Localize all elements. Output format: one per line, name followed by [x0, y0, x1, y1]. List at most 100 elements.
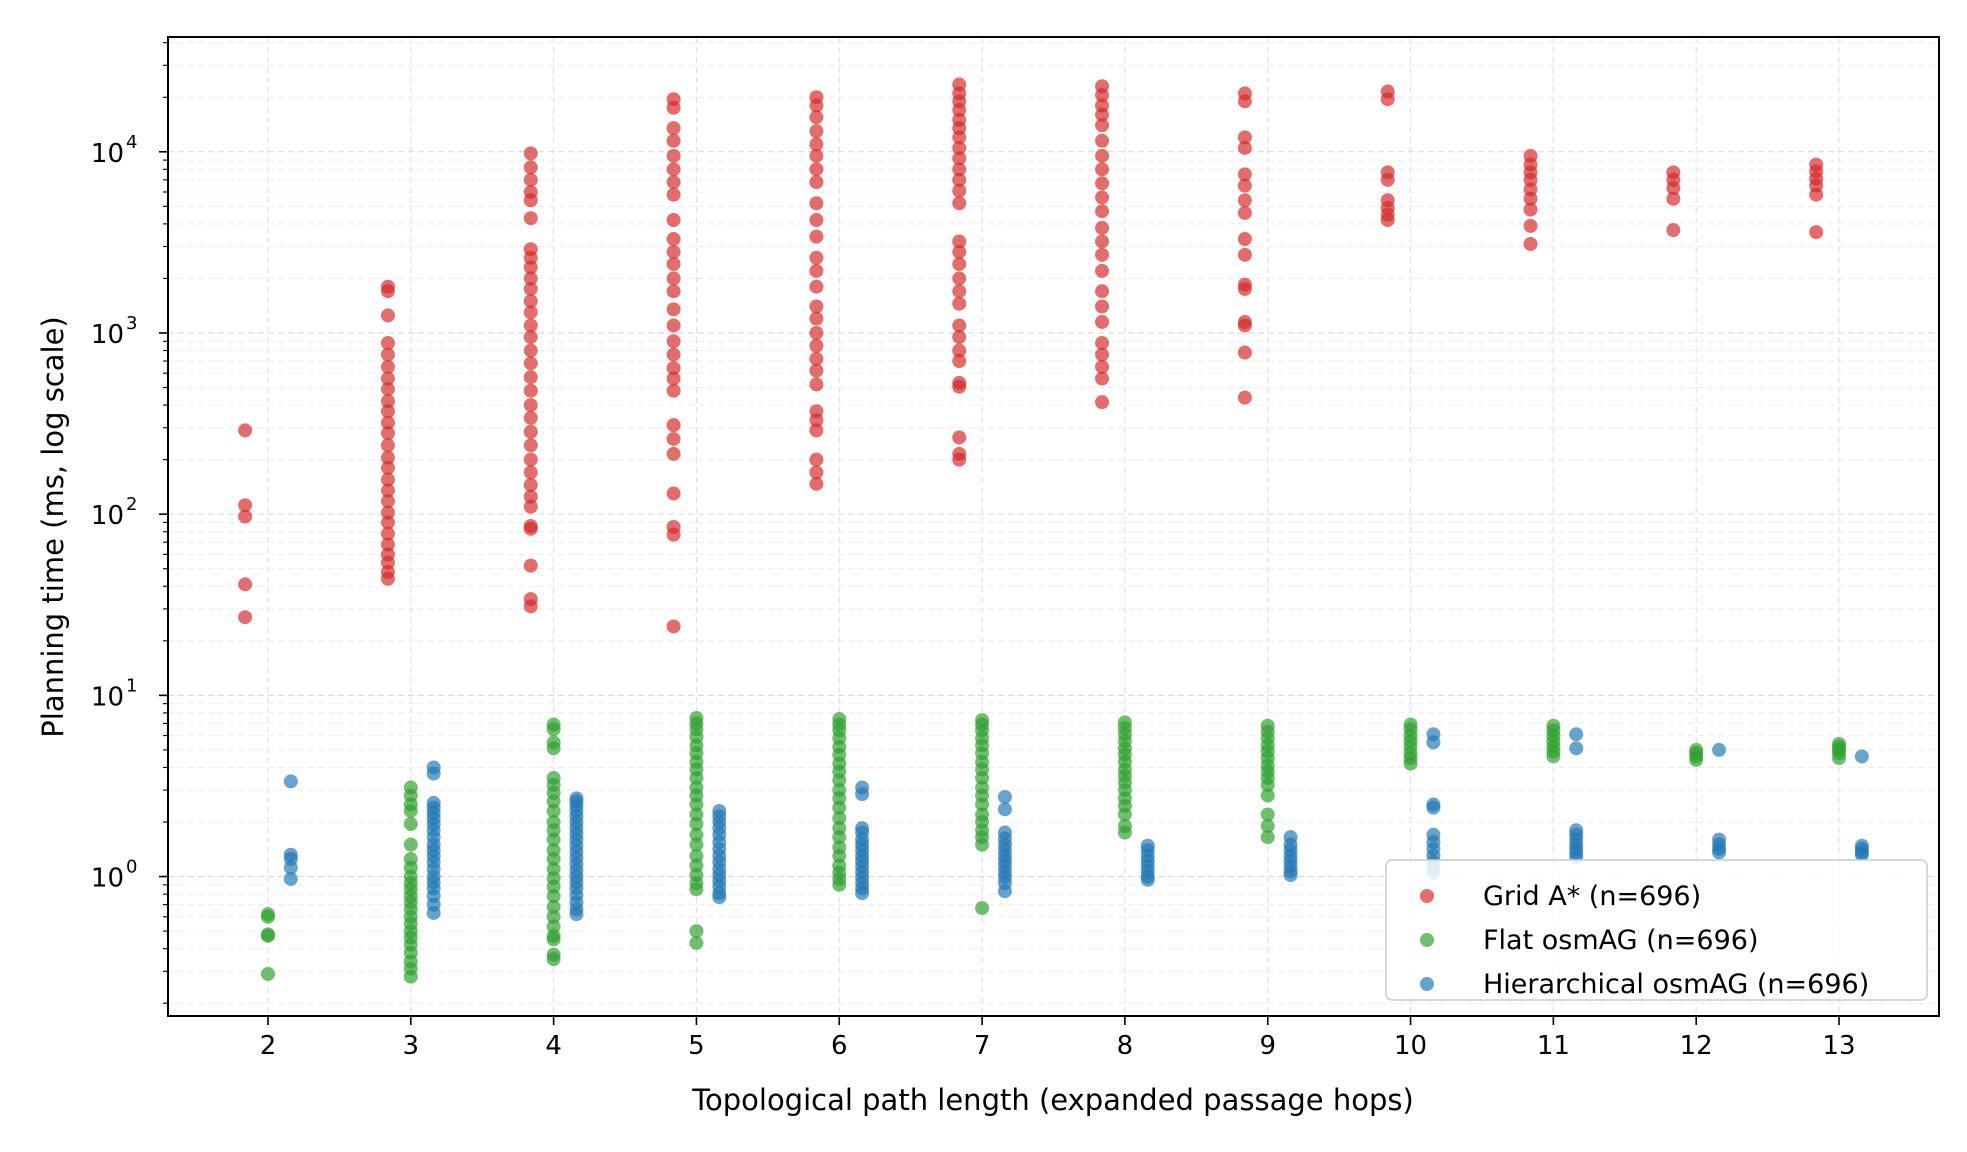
data-point — [666, 162, 681, 177]
data-point — [809, 363, 824, 378]
data-point — [666, 121, 681, 136]
data-point — [380, 571, 395, 586]
data-point — [809, 162, 824, 177]
data-point — [546, 932, 561, 947]
data-point — [809, 137, 824, 152]
data-point — [1237, 167, 1252, 182]
x-tick-label: 6 — [831, 1031, 848, 1061]
data-point — [952, 140, 967, 155]
data-point — [809, 250, 824, 265]
data-point — [952, 284, 967, 299]
y-tick-label: 10 1 — [91, 675, 138, 712]
x-tick-label: 4 — [545, 1031, 562, 1061]
legend: Grid A* (n=696) Flat osmAG (n=696) Hierarc… — [1385, 859, 1928, 1001]
data-point — [666, 302, 681, 317]
data-point — [809, 148, 824, 163]
legend-label: Flat osmAG (n=696) — [1483, 925, 1758, 956]
data-point — [809, 263, 824, 278]
y-tick-label: 10 4 — [91, 132, 138, 169]
legend-box — [1385, 859, 1928, 1001]
data-point — [1523, 202, 1538, 217]
data-point — [689, 924, 704, 939]
data-point — [666, 271, 681, 286]
data-point — [809, 299, 824, 314]
data-point — [809, 338, 824, 353]
data-point — [380, 438, 395, 453]
data-point — [1095, 176, 1110, 191]
data-point — [952, 296, 967, 311]
data-point — [666, 133, 681, 148]
data-point — [1095, 263, 1110, 278]
data-point — [997, 789, 1012, 804]
data-point — [546, 804, 561, 819]
data-point — [666, 418, 681, 433]
data-point — [523, 424, 538, 439]
data-point — [238, 610, 253, 625]
data-point — [809, 413, 824, 428]
data-point — [952, 103, 967, 118]
data-point — [1095, 234, 1110, 249]
y-axis-label: Planning time (ms, log scale) — [36, 316, 70, 737]
data-point — [952, 257, 967, 272]
y-tick-base: 10 — [91, 682, 124, 712]
data-point — [689, 817, 704, 832]
x-tick-label: 5 — [688, 1031, 705, 1061]
data-point — [666, 148, 681, 163]
data-point — [952, 183, 967, 198]
data-point — [809, 476, 824, 491]
legend-marker — [1420, 889, 1434, 903]
data-point — [855, 886, 870, 901]
data-point — [380, 371, 395, 386]
data-point — [832, 877, 847, 892]
data-point — [1095, 314, 1110, 329]
data-point — [1237, 178, 1252, 193]
data-point — [380, 450, 395, 465]
data-point — [1095, 204, 1110, 219]
data-point — [380, 404, 395, 419]
data-point — [523, 599, 538, 614]
data-point — [809, 351, 824, 366]
data-point — [809, 465, 824, 480]
data-point — [1095, 395, 1110, 410]
data-point — [1095, 107, 1110, 122]
data-point — [1237, 130, 1252, 145]
data-point — [712, 890, 727, 905]
data-point — [809, 124, 824, 139]
data-point — [666, 486, 681, 501]
data-point — [1666, 223, 1681, 238]
data-point — [1095, 359, 1110, 374]
data-point — [952, 130, 967, 145]
data-point — [666, 347, 681, 362]
data-point — [997, 884, 1012, 899]
y-tick-base: 10 — [91, 501, 124, 531]
data-point — [1712, 845, 1727, 860]
data-point — [523, 558, 538, 573]
data-point — [1095, 371, 1110, 386]
data-point — [689, 882, 704, 897]
legend-marker — [1420, 933, 1434, 947]
data-point — [952, 162, 967, 177]
data-point — [426, 905, 441, 920]
data-point — [1237, 193, 1252, 208]
legend-marker — [1420, 977, 1434, 991]
x-tick-label: 3 — [403, 1031, 420, 1061]
data-point — [809, 229, 824, 244]
data-point — [1809, 187, 1824, 202]
data-point — [380, 515, 395, 530]
data-point — [666, 175, 681, 190]
data-point — [283, 871, 298, 886]
data-point — [403, 804, 418, 819]
data-point — [855, 787, 870, 802]
series-2-points — [283, 727, 1869, 922]
data-point — [380, 347, 395, 362]
data-point — [523, 305, 538, 320]
data-point — [380, 382, 395, 397]
data-point — [1095, 190, 1110, 205]
data-point — [380, 526, 395, 541]
data-point — [666, 619, 681, 634]
data-point — [1095, 118, 1110, 133]
data-point — [546, 889, 561, 904]
data-point — [1832, 751, 1847, 766]
y-tick-exponent: 2 — [126, 494, 137, 515]
